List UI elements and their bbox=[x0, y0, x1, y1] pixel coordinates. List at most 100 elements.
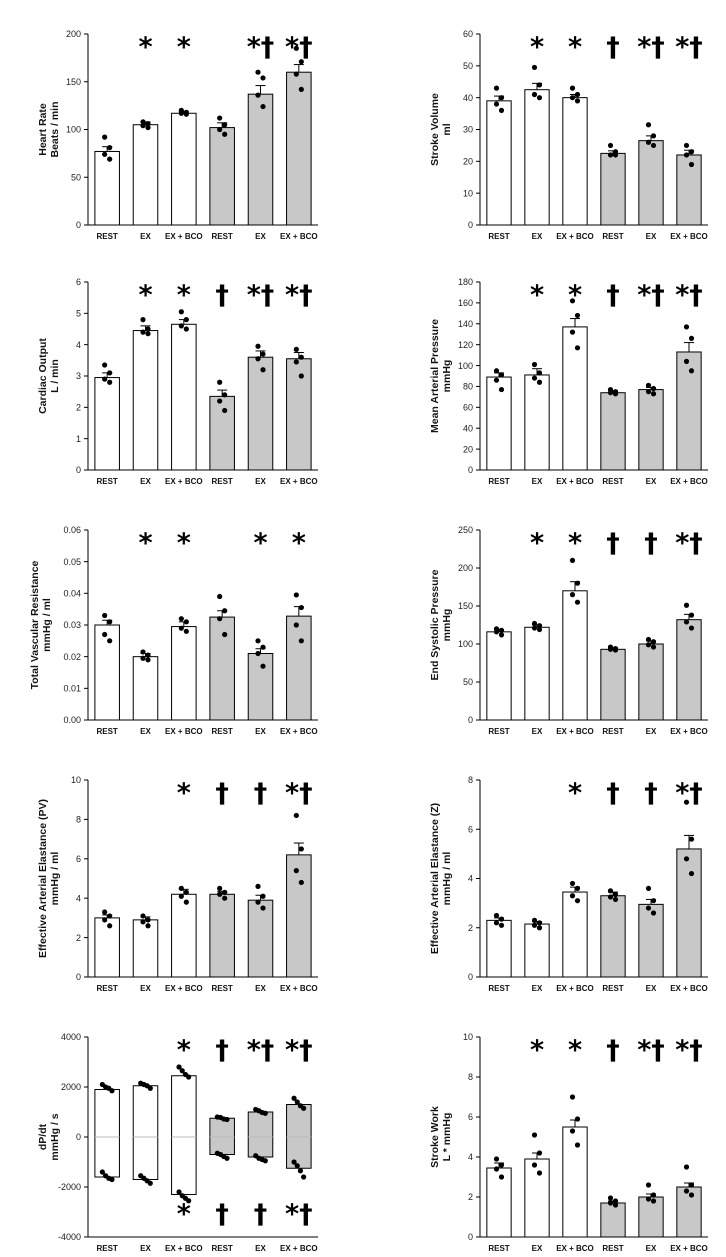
data-point bbox=[612, 647, 619, 653]
y-tick-label: 6 bbox=[468, 1112, 473, 1122]
data-point bbox=[498, 627, 505, 633]
data-point bbox=[107, 379, 113, 385]
data-point bbox=[569, 592, 576, 598]
y-tick-label: 6 bbox=[468, 824, 473, 834]
y-axis-label: Mean Arterial Pressure bbox=[429, 319, 441, 433]
y-tick-label: 0 bbox=[468, 220, 473, 230]
bar bbox=[524, 89, 550, 226]
significance-marker: † bbox=[215, 1199, 229, 1230]
data-point bbox=[650, 391, 657, 397]
y-tick-label: 0.03 bbox=[63, 620, 81, 630]
bar bbox=[638, 1196, 664, 1238]
data-point bbox=[178, 323, 184, 329]
bar bbox=[286, 615, 312, 721]
data-point bbox=[645, 382, 652, 388]
y-tick-label: 0 bbox=[468, 465, 473, 475]
y-tick-label: 10 bbox=[463, 1032, 473, 1042]
data-point bbox=[183, 899, 189, 905]
significance-marker: † bbox=[606, 528, 620, 559]
data-point bbox=[536, 920, 543, 926]
data-point bbox=[222, 122, 228, 128]
y-tick-label: 0 bbox=[76, 220, 81, 230]
x-tick-label: REST bbox=[96, 232, 117, 241]
data-point bbox=[574, 599, 581, 605]
data-point bbox=[574, 1116, 581, 1122]
bar bbox=[676, 619, 702, 721]
data-point bbox=[298, 638, 304, 644]
data-point bbox=[293, 71, 299, 77]
y-tick-label: 2 bbox=[76, 403, 81, 413]
data-point bbox=[574, 345, 581, 351]
bar bbox=[247, 93, 274, 226]
bar bbox=[524, 374, 550, 471]
y-axis-label: Effective Arterial Elastance (PV) bbox=[37, 799, 49, 958]
y-tick-label: 0.06 bbox=[63, 525, 81, 535]
data-point bbox=[493, 101, 500, 107]
y-tick-label: 0 bbox=[76, 972, 81, 982]
data-point bbox=[536, 626, 543, 633]
x-tick-label: REST bbox=[96, 984, 117, 993]
data-point bbox=[607, 646, 614, 652]
data-point bbox=[179, 1068, 185, 1074]
significance-marker: * bbox=[138, 280, 152, 311]
data-point bbox=[145, 124, 151, 131]
data-point bbox=[293, 812, 299, 819]
y-axis-label: mmHg bbox=[441, 360, 453, 393]
data-point bbox=[650, 910, 657, 916]
data-point bbox=[645, 122, 652, 128]
data-point bbox=[183, 111, 189, 117]
y-axis-label: Beats / min bbox=[49, 101, 61, 157]
data-point bbox=[531, 625, 538, 631]
bar bbox=[171, 323, 197, 471]
bar bbox=[286, 358, 312, 471]
y-tick-label: 180 bbox=[458, 277, 473, 287]
bar bbox=[638, 140, 664, 226]
data-point bbox=[569, 1094, 576, 1100]
significance-marker: *† bbox=[285, 778, 313, 809]
significance-marker: *† bbox=[637, 280, 665, 311]
data-point bbox=[217, 616, 223, 622]
data-point bbox=[498, 107, 505, 113]
data-point bbox=[683, 1164, 690, 1170]
bar bbox=[171, 893, 197, 978]
data-point bbox=[140, 123, 146, 129]
y-tick-label: 4 bbox=[468, 874, 473, 884]
x-tick-label: EX bbox=[646, 727, 657, 736]
y-tick-label: 10 bbox=[71, 775, 81, 785]
data-point bbox=[498, 922, 505, 928]
y-tick-label: 0 bbox=[468, 715, 473, 725]
x-tick-label: REST bbox=[602, 984, 623, 993]
data-point bbox=[298, 86, 304, 92]
data-point bbox=[569, 880, 576, 887]
x-tick-label: EX + BCO bbox=[165, 984, 203, 993]
y-axis-label: Stroke Volume bbox=[429, 93, 441, 166]
x-tick-label: REST bbox=[602, 477, 623, 486]
x-tick-label: REST bbox=[602, 232, 623, 241]
x-tick-label: REST bbox=[488, 232, 509, 241]
data-point bbox=[493, 912, 500, 919]
significance-marker: * bbox=[568, 32, 582, 63]
y-tick-label: 0.05 bbox=[63, 557, 81, 567]
x-tick-label: EX bbox=[255, 232, 266, 241]
data-point bbox=[102, 362, 108, 368]
x-tick-label: EX bbox=[532, 477, 543, 486]
data-point bbox=[140, 119, 146, 125]
y-axis-label: mmHg / ml bbox=[441, 852, 453, 906]
bar bbox=[600, 152, 626, 226]
data-point bbox=[650, 639, 657, 645]
bar bbox=[486, 919, 512, 978]
y-axis-label: mmHg bbox=[441, 609, 453, 642]
x-tick-label: REST bbox=[602, 727, 623, 736]
significance-marker: * bbox=[530, 528, 544, 559]
data-point bbox=[109, 1176, 115, 1183]
data-point bbox=[176, 1189, 182, 1195]
data-point bbox=[255, 343, 261, 349]
y-tick-label: 0.02 bbox=[63, 652, 81, 662]
bar bbox=[486, 376, 512, 471]
data-point bbox=[140, 317, 146, 323]
data-point bbox=[574, 580, 581, 586]
data-point bbox=[222, 407, 228, 414]
data-point bbox=[574, 898, 581, 904]
bar bbox=[132, 330, 159, 471]
x-tick-label: EX bbox=[255, 984, 266, 993]
